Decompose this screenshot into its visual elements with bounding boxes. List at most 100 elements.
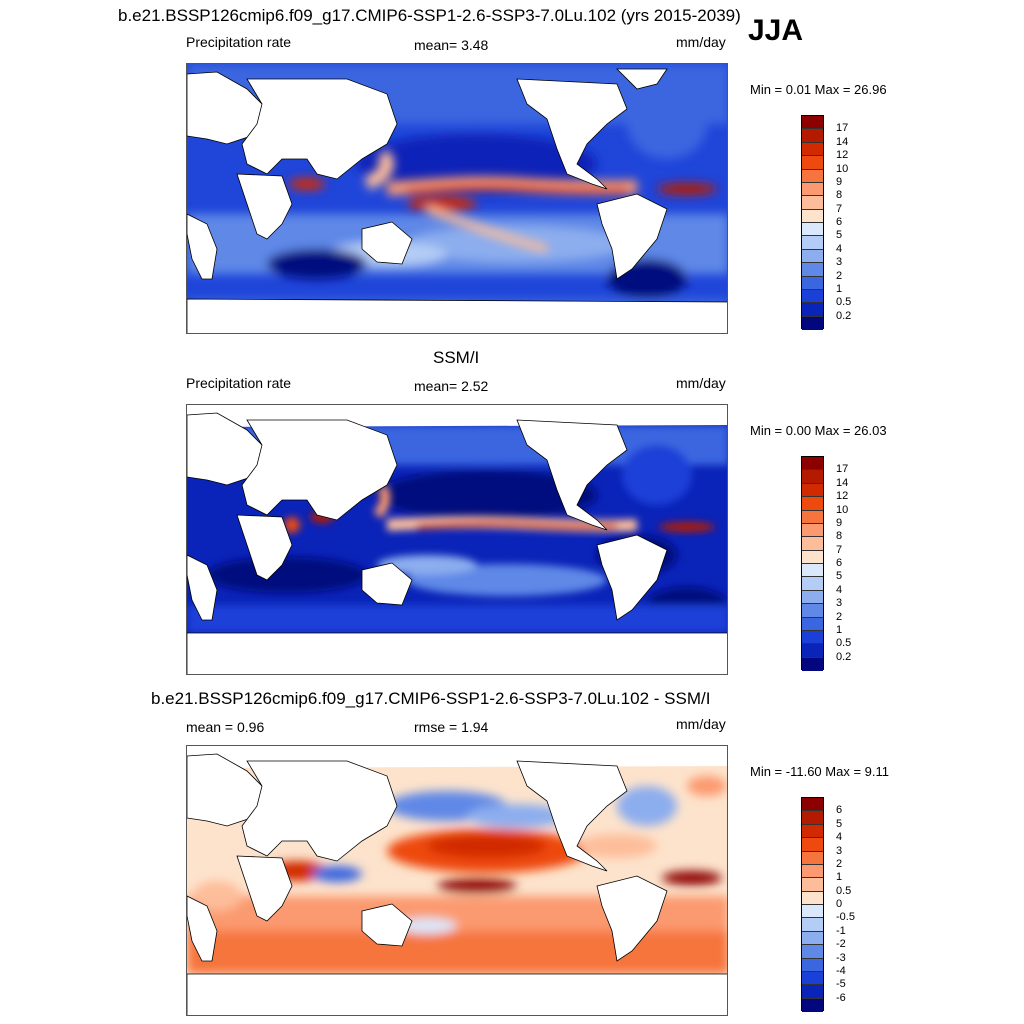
colorbar-swatch — [802, 236, 823, 250]
colorbar-swatch — [802, 182, 823, 197]
season-label: JJA — [748, 14, 804, 47]
colorbar-tick-label: 2 — [836, 857, 843, 870]
colorbar-tick-label: -2 — [836, 938, 846, 951]
panel-minmax-label: Min = 0.01 Max = 26.96 — [750, 82, 887, 97]
colorbar-swatch — [802, 223, 823, 237]
colorbar-swatch — [802, 851, 823, 865]
colorbar-swatch — [802, 891, 823, 905]
colorbar-swatch — [802, 169, 823, 183]
colorbar-swatch — [802, 196, 823, 210]
colorbar-swatch — [802, 630, 823, 645]
colorbar-swatch — [802, 644, 823, 658]
colorbar-tick-label: 7 — [836, 543, 843, 556]
colorbar-tick-label: 5 — [836, 229, 843, 242]
panel-mean-label: mean = 0.96 — [186, 719, 265, 735]
colorbar-tick-label: 0.5 — [836, 296, 852, 309]
colorbar: 17 14 12 10 9 8 7 6 5 4 3 2 1 0.5 0.2 — [801, 115, 851, 330]
colorbar-tick-label: 9 — [836, 516, 843, 529]
colorbar-tick-label: 4 — [836, 831, 843, 844]
colorbar-swatch — [802, 577, 823, 591]
colorbar-swatch — [802, 289, 823, 304]
colorbar-swatch — [802, 550, 823, 564]
colorbar-swatch — [802, 617, 823, 631]
difference-map — [186, 745, 728, 1016]
panel-variable-label: Precipitation rate — [186, 34, 292, 50]
colorbar-swatch — [802, 156, 823, 170]
colorbar-tick-label: 0 — [836, 898, 843, 910]
colorbar-tick-label: 6 — [836, 216, 843, 228]
colorbar-tick-label: -3 — [836, 951, 846, 964]
colorbar-swatch — [802, 985, 823, 999]
colorbar-swatches — [801, 456, 824, 671]
panel-minmax-label: Min = -11.60 Max = 9.11 — [750, 764, 889, 779]
panel-units-label: mm/day — [676, 375, 726, 391]
colorbar-tick-label: 7 — [836, 202, 843, 215]
colorbar-swatch — [802, 457, 823, 471]
colorbar-swatch — [802, 958, 823, 972]
colorbar-tick-label: 1 — [836, 623, 843, 636]
colorbar-tick-label: 0.2 — [836, 650, 852, 663]
colorbar-tick-label: 3 — [836, 844, 843, 857]
colorbar-swatch — [802, 905, 823, 919]
colorbar-swatch — [802, 918, 823, 932]
panel-minmax-label: Min = 0.00 Max = 26.03 — [750, 423, 887, 438]
colorbar-tick-label: 14 — [836, 135, 849, 148]
colorbar-swatch — [802, 590, 823, 605]
colorbar-swatch — [802, 878, 823, 892]
colorbar-tick-label: -5 — [836, 978, 846, 991]
colorbar-swatch — [802, 824, 823, 839]
panel-title: b.e21.BSSP126cmip6.f09_g17.CMIP6-SSP1-2.… — [151, 689, 711, 708]
colorbar-swatch — [802, 604, 823, 618]
colorbar-swatch — [802, 263, 823, 277]
colorbar-tick-label: 0.5 — [836, 637, 852, 650]
colorbar-swatch — [802, 523, 823, 538]
colorbar-tick-label: -6 — [836, 991, 846, 1004]
colorbar: 6 5 4 3 2 1 0.5 0 -0.5 -1 -2 -3 -4 -5 -6 — [801, 797, 855, 1012]
colorbar-tick-label: -4 — [836, 964, 846, 977]
panel-units-label: mm/day — [676, 34, 726, 50]
panel-title: b.e21.BSSP126cmip6.f09_g17.CMIP6-SSP1-2.… — [118, 6, 741, 25]
precip-map — [186, 404, 728, 675]
colorbar-swatch — [802, 470, 823, 484]
colorbar-tick-label: 2 — [836, 269, 843, 282]
panel-mean-label: mean= 3.48 — [414, 37, 489, 53]
colorbar-tick-label: 8 — [836, 530, 843, 543]
colorbar-swatch — [802, 316, 823, 330]
colorbar-tick-label: 2 — [836, 610, 843, 623]
colorbar-swatch — [802, 276, 823, 290]
colorbar-tick-label: 5 — [836, 570, 843, 583]
colorbar-swatch — [802, 864, 823, 879]
panel-variable-label: Precipitation rate — [186, 375, 292, 391]
colorbar-tick-label: 3 — [836, 256, 843, 269]
colorbar-swatches — [801, 797, 824, 1012]
colorbar-swatch — [802, 564, 823, 578]
panel-mean-label: mean= 2.52 — [414, 378, 489, 394]
colorbar-tick-label: 3 — [836, 597, 843, 610]
colorbar-swatches — [801, 115, 824, 330]
colorbar-tick-label: 10 — [836, 162, 849, 175]
colorbar-swatch — [802, 998, 823, 1012]
panel-rmse-label: rmse = 1.94 — [414, 719, 489, 735]
colorbar-tick-label: 8 — [836, 189, 843, 202]
colorbar-tick-label: 12 — [836, 149, 849, 162]
colorbar-swatch — [802, 838, 823, 852]
colorbar-tick-label: -0.5 — [836, 911, 855, 924]
colorbar-swatch — [802, 811, 823, 825]
colorbar-swatch — [802, 971, 823, 986]
colorbar-tick-label: 10 — [836, 503, 849, 516]
colorbar-swatch — [802, 209, 823, 223]
colorbar-tick-label: 5 — [836, 817, 843, 830]
panel-title: SSM/I — [433, 348, 480, 367]
colorbar-tick-label: 1 — [836, 871, 843, 884]
colorbar-swatch — [802, 798, 823, 812]
colorbar-tick-label: 14 — [836, 476, 849, 489]
colorbar-swatch — [802, 129, 823, 143]
precip-map — [186, 63, 728, 334]
colorbar-swatch — [802, 303, 823, 317]
colorbar-swatch — [802, 116, 823, 130]
colorbar-swatch — [802, 931, 823, 946]
colorbar-tick-label: 17 — [836, 463, 849, 476]
colorbar-tick-label: 6 — [836, 804, 843, 817]
colorbar: 17 14 12 10 9 8 7 6 5 4 3 2 1 0.5 0.2 — [801, 456, 851, 671]
colorbar-tick-label: 4 — [836, 242, 843, 255]
